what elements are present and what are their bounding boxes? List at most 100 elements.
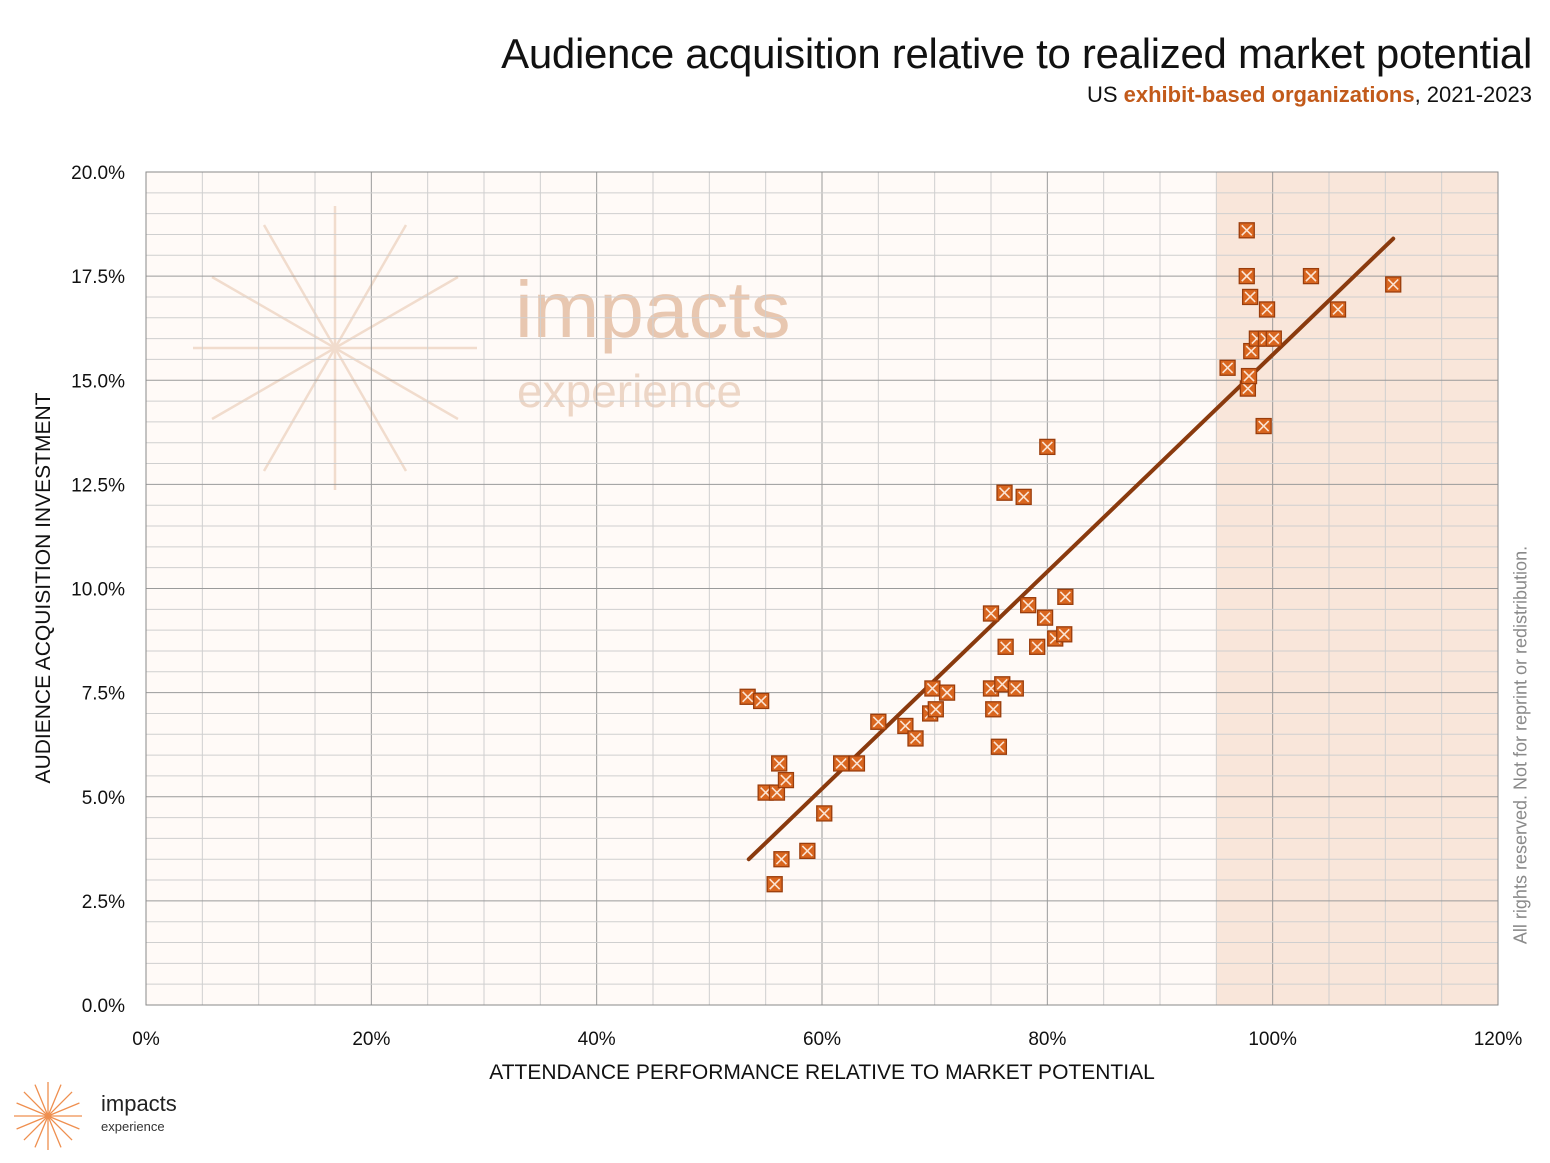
data-point-cross [985, 607, 997, 620]
data-point-cross [909, 732, 922, 745]
data-point [996, 484, 1013, 501]
logo-text-impacts: impacts [101, 1091, 177, 1116]
data-point [1057, 588, 1074, 605]
data-point [1219, 359, 1236, 376]
data-point [994, 676, 1011, 693]
data-point [985, 701, 1002, 718]
data-point-cross [1243, 370, 1255, 382]
data-point [1039, 438, 1056, 456]
x-tick-label: 100% [1248, 1029, 1297, 1050]
data-point [1238, 222, 1255, 239]
data-point-cross [1258, 420, 1270, 432]
data-point [1036, 609, 1054, 626]
data-point-cross [1305, 270, 1317, 282]
data-point-cross [775, 853, 788, 865]
data-point [1056, 626, 1073, 643]
data-point-cross [1018, 491, 1030, 503]
data-point [870, 713, 887, 730]
data-point [768, 784, 786, 801]
data-point [739, 688, 756, 705]
data-point-cross [801, 845, 813, 857]
data-point-cross [1041, 441, 1053, 453]
data-point-cross [1000, 641, 1012, 653]
watermark: impacts experience [193, 206, 791, 490]
y-tick-label: 0.0% [82, 996, 125, 1017]
data-point-cross [1245, 345, 1257, 357]
data-point-cross [1261, 303, 1273, 316]
data-point [848, 755, 866, 772]
data-point-cross [1241, 224, 1253, 236]
data-point-cross [1022, 599, 1034, 611]
data-point [927, 701, 944, 718]
data-point [1239, 380, 1257, 397]
data-point [1238, 267, 1255, 285]
data-point-cross [987, 703, 999, 715]
data-point [1020, 597, 1037, 614]
rights-notice: All rights reserved. Not for reprint or … [1510, 545, 1531, 945]
data-point-cross [872, 716, 884, 728]
y-tick-label: 5.0% [82, 788, 125, 809]
data-point-cross [998, 487, 1011, 499]
y-tick-label: 17.5% [71, 267, 125, 288]
data-point-cross [1031, 641, 1043, 653]
y-tick-label: 7.5% [82, 684, 125, 705]
chart-subtitle: US exhibit-based organizations, 2021-202… [1087, 82, 1532, 108]
data-point [833, 755, 850, 772]
x-tick-label: 60% [803, 1029, 841, 1050]
chart-title: Audience acquisition relative to realize… [501, 30, 1532, 77]
data-point-cross [755, 695, 767, 707]
data-point-cross [1010, 682, 1022, 695]
data-point-cross [1332, 303, 1344, 316]
data-point-cross [773, 757, 785, 769]
data-point [924, 680, 941, 697]
data-point [1302, 267, 1320, 285]
data-point [753, 692, 770, 710]
x-tick-label: 20% [352, 1029, 390, 1050]
grid-lines [145, 171, 1499, 1006]
data-point [1265, 330, 1282, 347]
data-point [1258, 301, 1276, 318]
data-point [799, 842, 816, 860]
y-axis-label: AUDIENCE ACQUISITION INVESTMENT [32, 392, 55, 783]
data-point [1007, 680, 1024, 697]
data-point-cross [1268, 333, 1280, 345]
data-point [816, 805, 833, 822]
data-point [1385, 276, 1402, 293]
x-tick-label: 120% [1474, 1029, 1523, 1050]
data-point [1255, 417, 1272, 435]
plot-border [145, 171, 1499, 1006]
data-point [1015, 488, 1032, 506]
data-point-cross [993, 741, 1005, 753]
subtitle-highlight: exhibit-based organizations [1123, 82, 1415, 107]
subtitle-prefix: US [1086, 82, 1124, 107]
y-tick-label: 20.0% [71, 163, 125, 184]
data-point [1240, 367, 1258, 385]
data-point [773, 851, 790, 868]
y-tick-label: 12.5% [71, 475, 125, 496]
data-point-cross [1039, 612, 1051, 624]
data-point [1329, 301, 1347, 318]
data-point-cross [996, 678, 1008, 690]
y-tick-label: 10.0% [71, 580, 125, 601]
y-tick-label: 2.5% [82, 892, 125, 913]
data-point [907, 730, 924, 747]
x-axis-label: ATTENDANCE PERFORMANCE RELATIVE TO MARKE… [489, 1061, 1155, 1084]
axes [145, 171, 1499, 1006]
data-point-cross [1387, 278, 1399, 291]
logo-ray [16, 1102, 80, 1130]
x-tick-label: 40% [578, 1029, 616, 1050]
subtitle-suffix: , 2021-2023 [1414, 82, 1532, 107]
x-tick-label: 80% [1028, 1029, 1066, 1050]
watermark-text-experience: experience [517, 365, 742, 417]
data-point-cross [899, 720, 911, 732]
data-point-cross [771, 787, 783, 799]
data-point-cross [1058, 628, 1070, 640]
data-point-cross [780, 774, 792, 786]
data-point [766, 876, 783, 893]
data-point [997, 638, 1014, 655]
data-point-cross [1222, 362, 1234, 374]
data-point [938, 684, 956, 701]
data-point-cross [851, 757, 863, 769]
data-point [982, 605, 1000, 622]
